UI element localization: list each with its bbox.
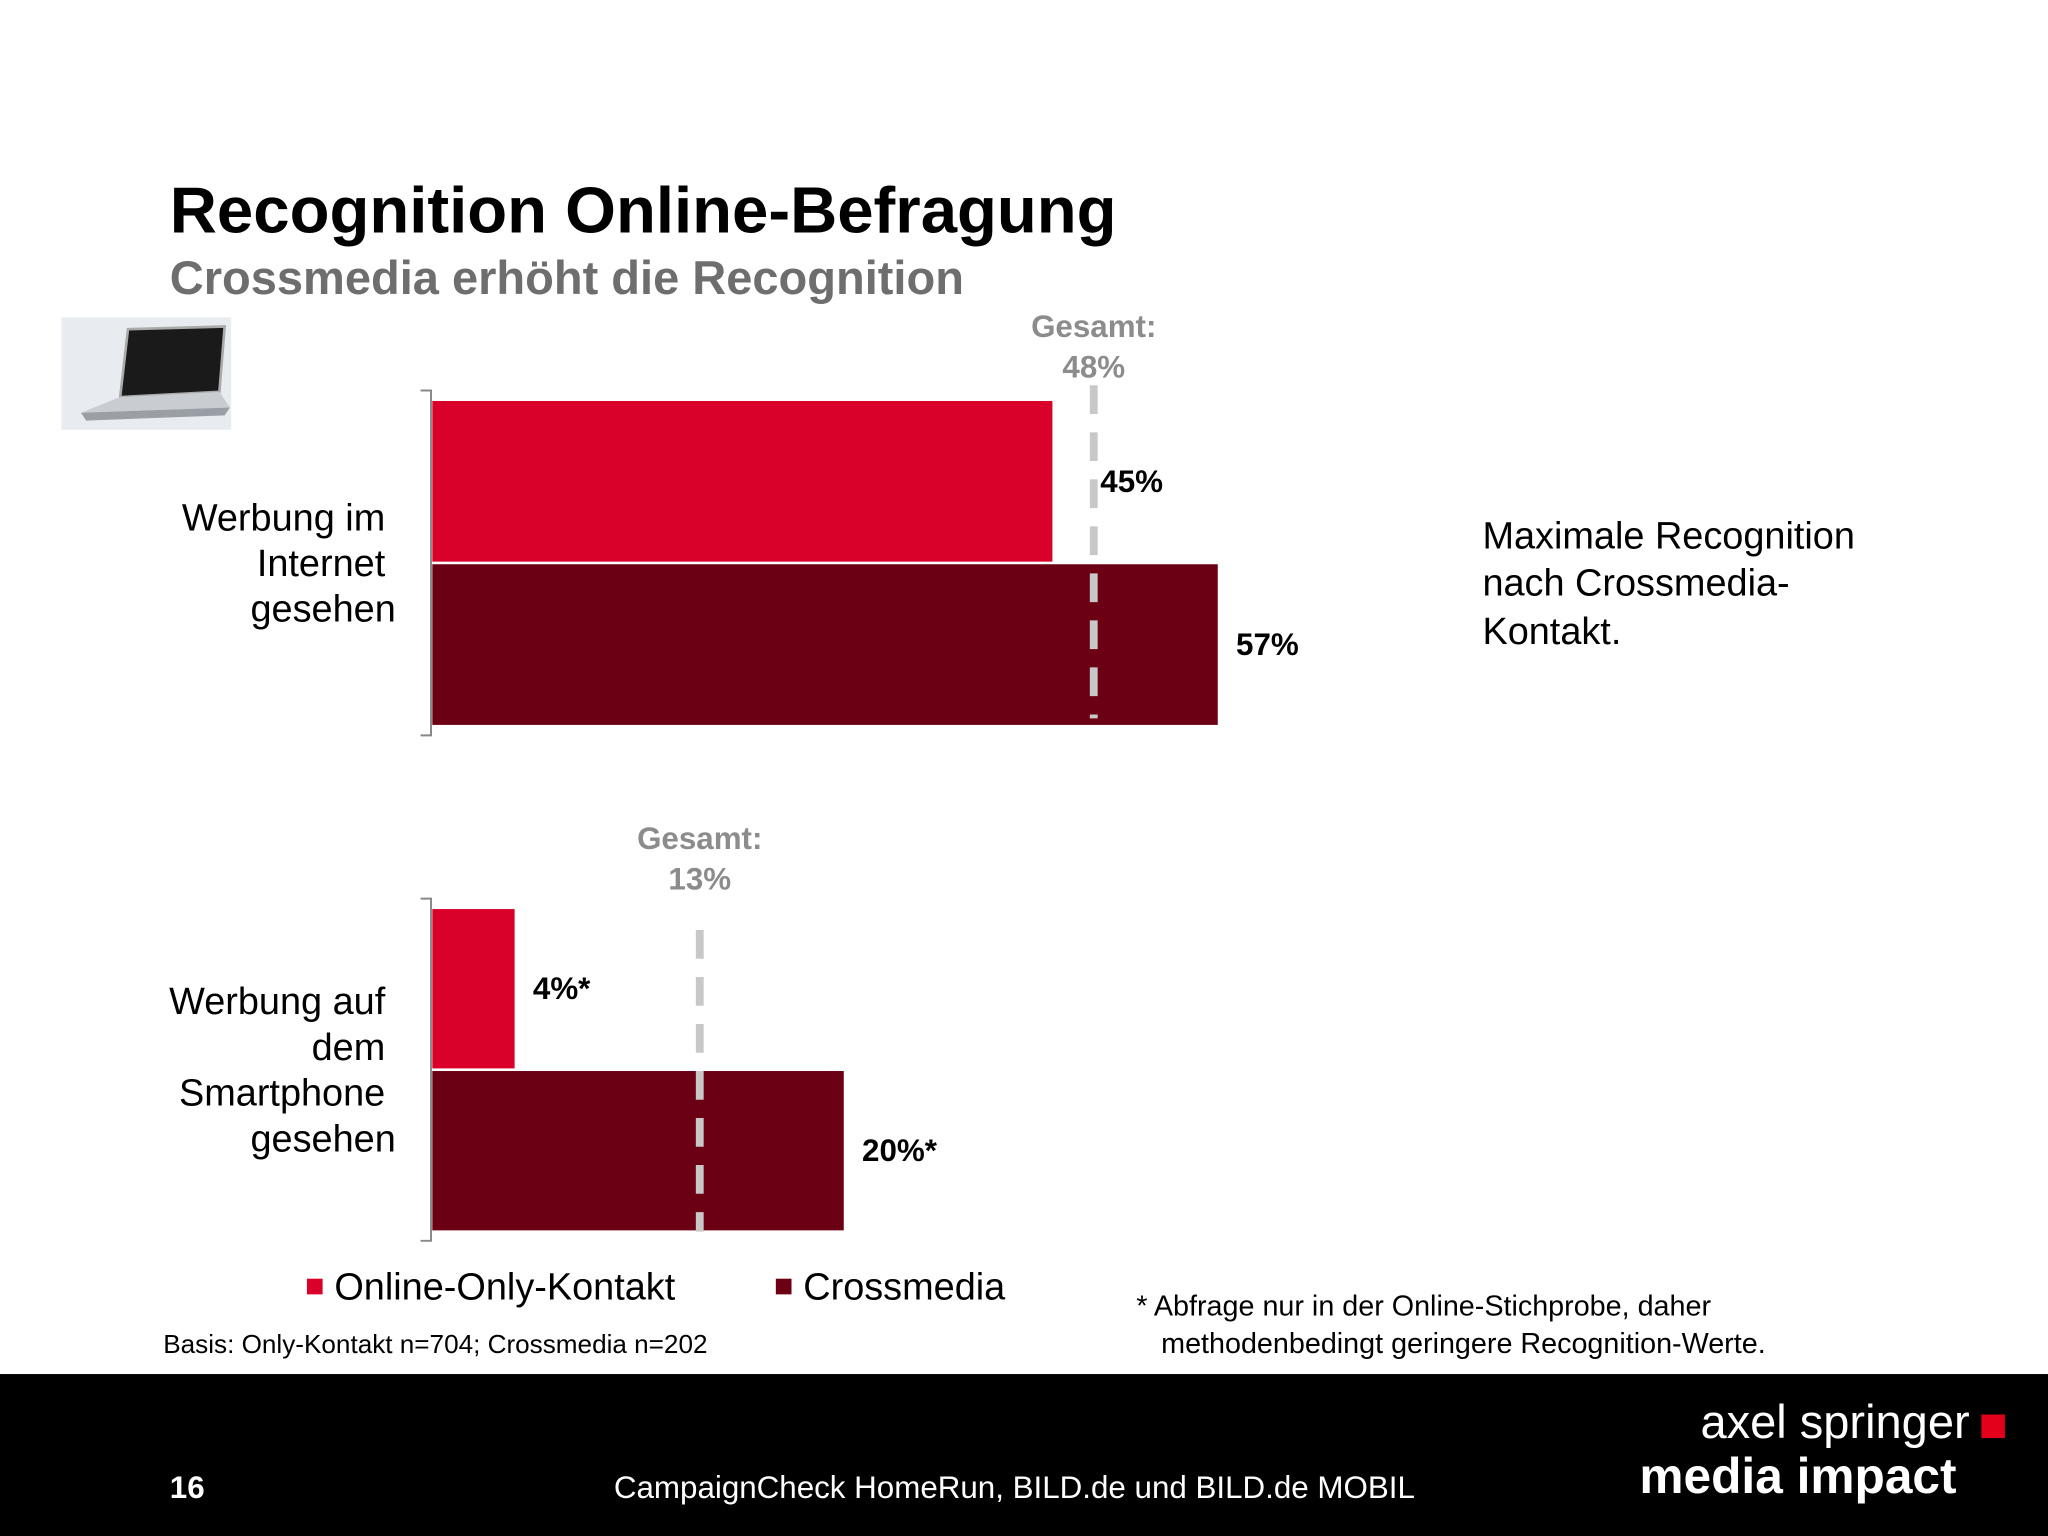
axis-bracket [420, 897, 432, 1242]
side-note-line: nach Crossmedia- [1482, 563, 1789, 605]
bar [432, 1071, 844, 1231]
bar [432, 564, 1218, 725]
logo-bottom: media impact [1639, 1448, 1956, 1504]
subtitle: Crossmedia erhöht die Recognition [170, 251, 964, 304]
legend-label: Online-Only-Kontakt [334, 1267, 675, 1309]
reference-value-label: 48% [1062, 349, 1125, 384]
category-label: Werbung im Internet gesehen [182, 497, 396, 630]
value-label: 57% [1236, 627, 1299, 662]
bar [432, 400, 1053, 562]
side-note-line: Maximale Recognition [1482, 516, 1854, 558]
value-label: 4%* [533, 971, 591, 1006]
reference-label: Gesamt: [637, 821, 762, 856]
page-number: 16 [170, 1470, 205, 1505]
footnote-line: * Abfrage nur in der Online-Stichprobe, … [1136, 1290, 1711, 1322]
side-note-line: Kontakt. [1482, 611, 1621, 653]
footnote-line: methodenbedingt geringere Recognition-We… [1161, 1328, 1766, 1360]
reference-label: Gesamt: [1031, 309, 1156, 344]
legend-swatch [306, 1278, 323, 1295]
basis-note: Basis: Only-Kontakt n=704; Crossmedia n=… [163, 1329, 707, 1359]
footer-bar [0, 1374, 2048, 1536]
reference-value-label: 13% [668, 861, 731, 896]
legend-swatch [775, 1278, 792, 1295]
laptop-icon [61, 317, 232, 430]
footer-source: CampaignCheck HomeRun, BILD.de und BILD.… [614, 1470, 1415, 1505]
axis-bracket [420, 389, 432, 737]
value-label: 45% [1100, 464, 1163, 499]
logo-square [1981, 1414, 2005, 1439]
bar [432, 909, 515, 1069]
category-label: Werbung auf dem Smartphone gesehen [169, 981, 396, 1160]
value-label: 20%* [862, 1133, 938, 1168]
logo-top: axel springer [1700, 1395, 1969, 1448]
title: Recognition Online-Befragung [170, 173, 1117, 246]
legend-label: Crossmedia [803, 1267, 1006, 1309]
